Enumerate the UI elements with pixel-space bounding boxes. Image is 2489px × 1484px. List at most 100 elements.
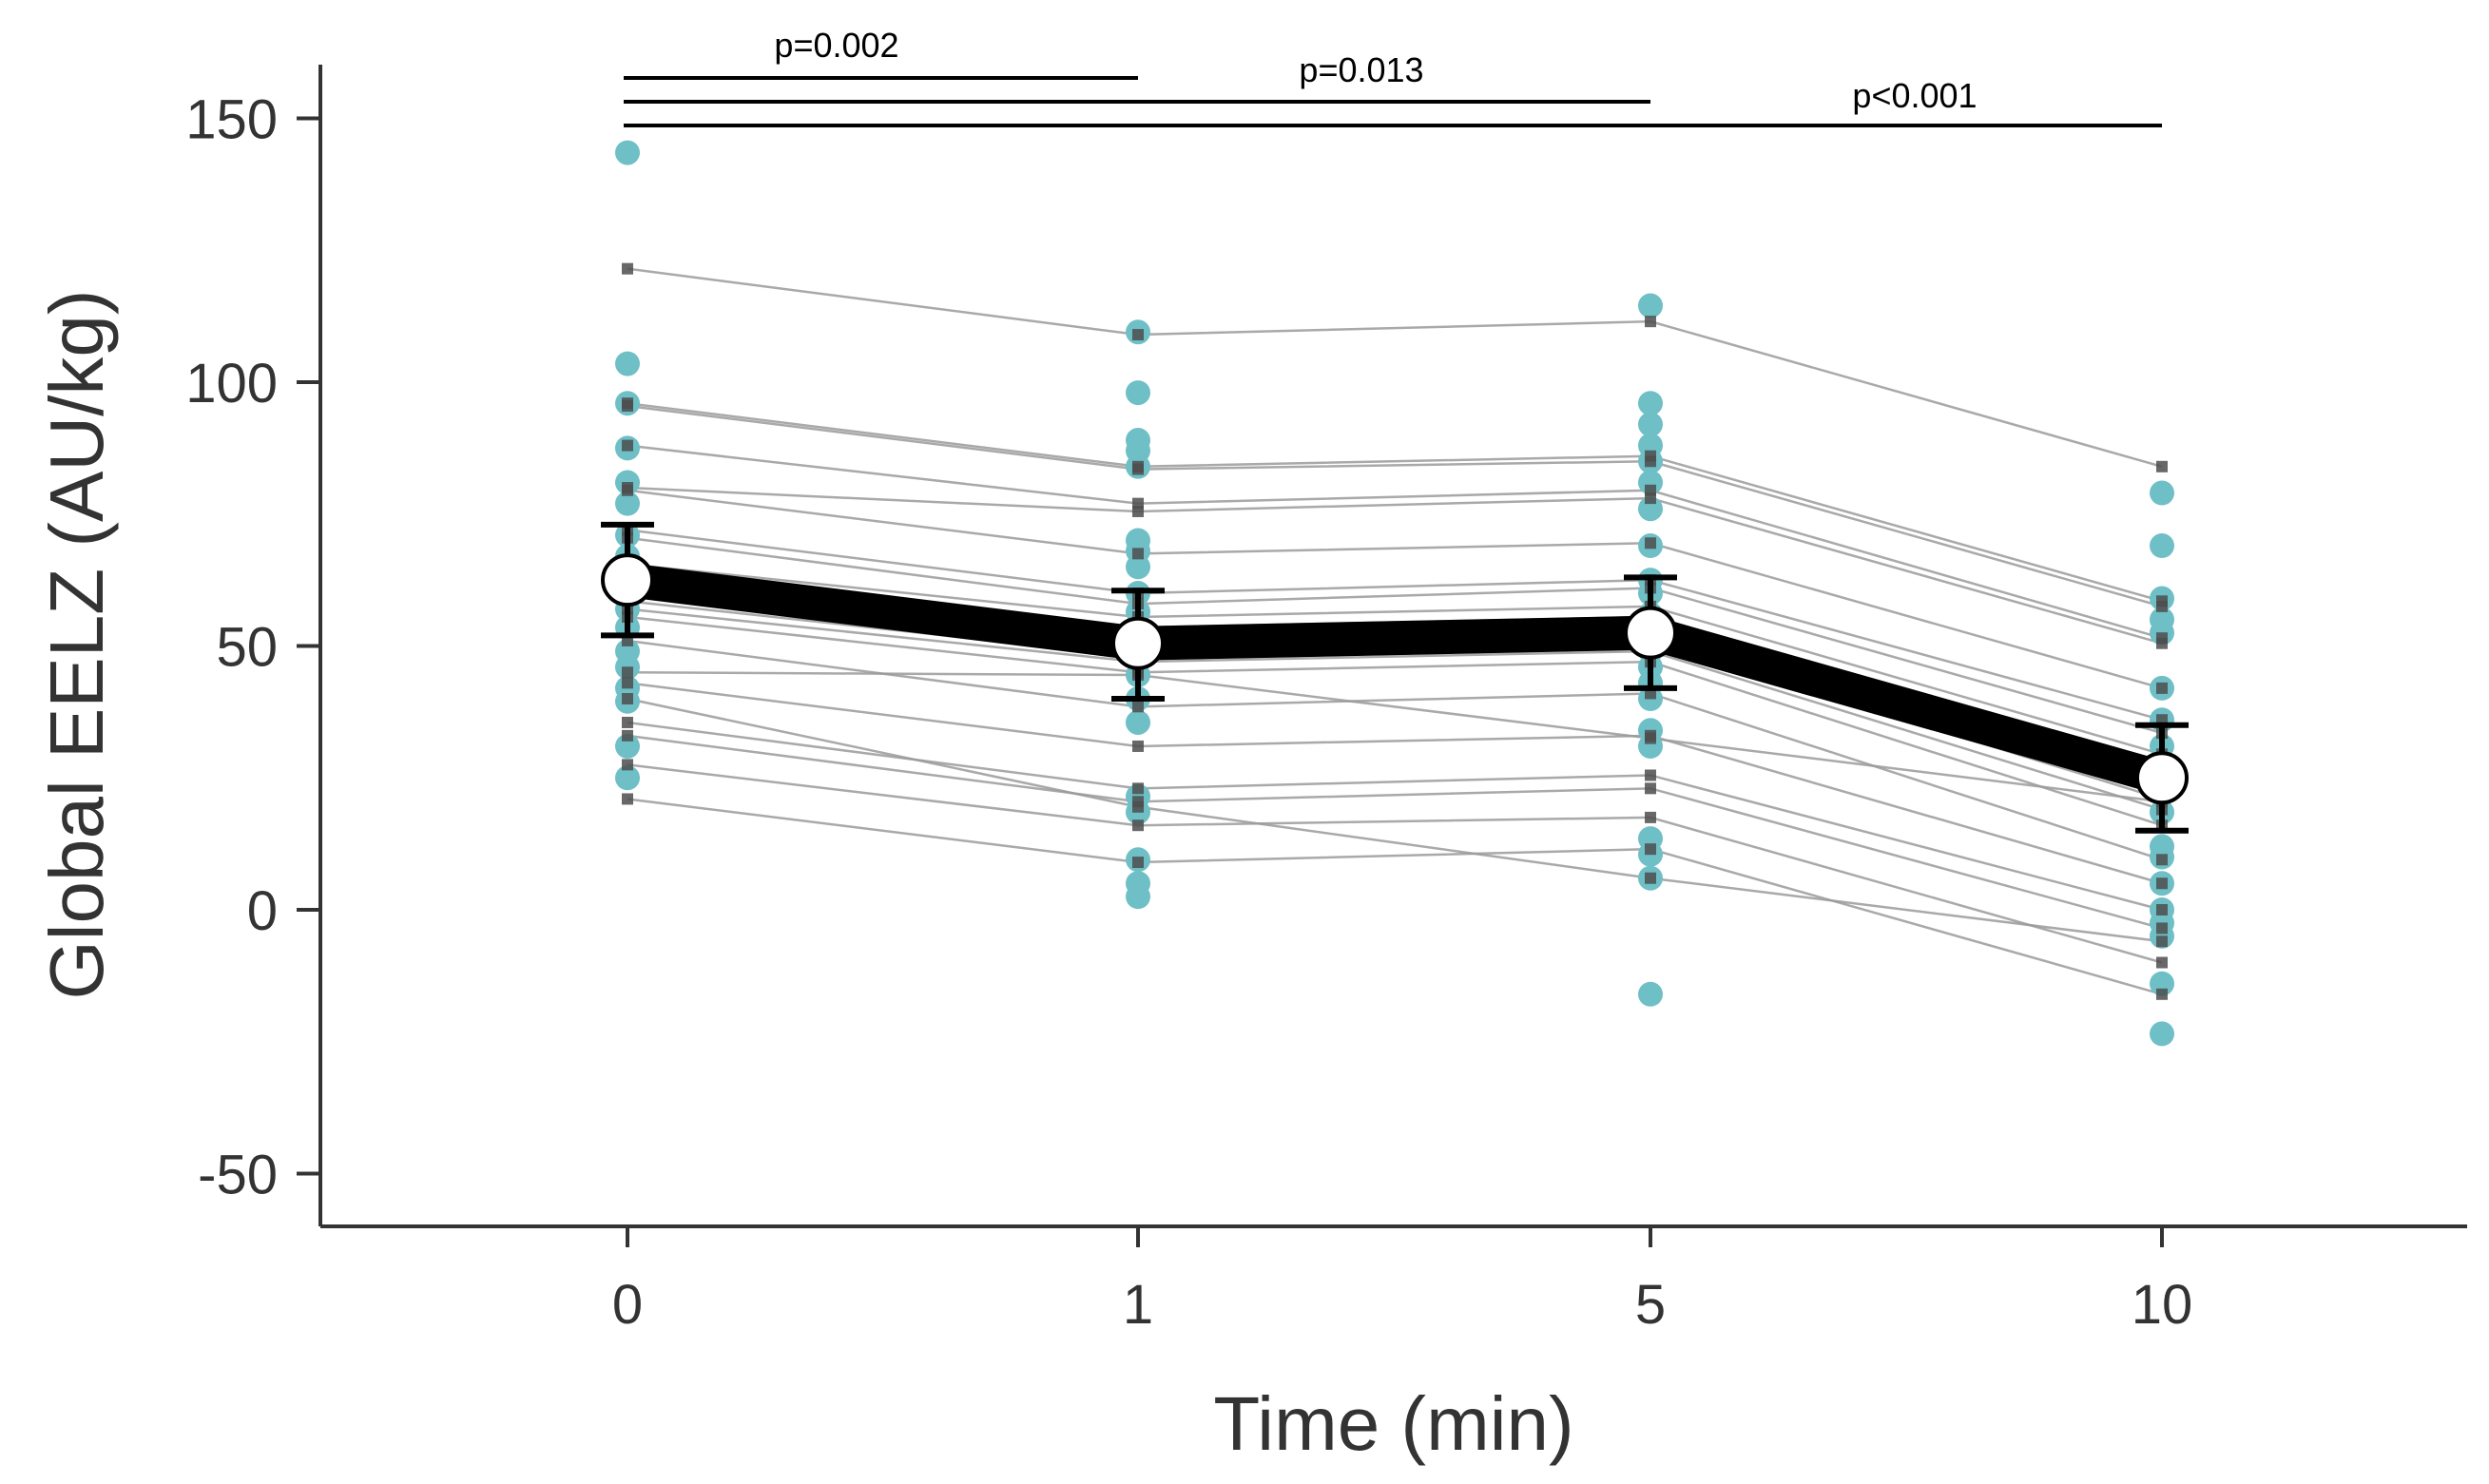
data-point	[2150, 533, 2174, 559]
subject-marker	[2156, 877, 2168, 890]
y-tick-label: -50	[198, 1145, 278, 1206]
data-point	[1126, 884, 1150, 910]
subject-marker	[622, 716, 633, 728]
subject-marker	[1645, 316, 1656, 328]
data-point	[1638, 470, 1663, 495]
subject-marker	[2156, 904, 2168, 915]
subject-line	[627, 721, 2163, 912]
subject-marker	[2156, 637, 2168, 649]
subject-marker	[1645, 872, 1656, 884]
subject-marker	[1645, 843, 1656, 856]
subject-line	[627, 489, 2163, 690]
subject-marker	[2156, 682, 2168, 694]
subject-marker	[622, 793, 633, 805]
subject-marker	[622, 262, 633, 275]
data-point	[615, 733, 640, 759]
data-point	[1638, 496, 1663, 522]
mean-marker	[601, 553, 654, 607]
y-axis-title: Global EELZ (AU/kg)	[34, 290, 119, 1000]
subject-line	[627, 563, 2163, 756]
mean-marker	[2135, 751, 2189, 805]
subject-line	[627, 401, 2163, 603]
data-point	[1126, 709, 1150, 735]
subject-marker	[1132, 740, 1144, 752]
x-tick-label: 10	[2132, 1274, 2193, 1336]
subject-marker	[1645, 492, 1656, 505]
data-point	[2150, 971, 2174, 996]
subject-marker	[1645, 811, 1656, 823]
data-point	[1638, 733, 1663, 759]
subject-line	[627, 444, 2163, 640]
subject-marker	[1132, 329, 1144, 341]
subject-marker	[1645, 769, 1656, 781]
data-point	[615, 351, 640, 376]
data-point	[1638, 391, 1663, 416]
ticks: 150 100 50 0 -50 0 1 5 10	[185, 89, 2192, 1337]
y-tick-label: 150	[185, 89, 278, 151]
significance-label: p<0.001	[1852, 76, 1977, 115]
mean-series	[601, 521, 2189, 834]
subject-marker	[1132, 857, 1144, 869]
subject-marker	[622, 666, 633, 679]
subject-marker	[1132, 505, 1144, 517]
subject-line	[627, 404, 2163, 608]
subject-marker	[1645, 782, 1656, 795]
subject-marker	[2156, 460, 2168, 472]
y-tick-label: 0	[247, 880, 278, 942]
subject-marker	[2156, 956, 2168, 969]
data-point	[1638, 412, 1663, 437]
subject-marker	[622, 399, 633, 412]
subject-marker	[2156, 988, 2168, 1000]
subject-line	[627, 798, 2163, 996]
data-point	[2150, 1021, 2174, 1047]
subject-marker	[1132, 463, 1144, 475]
y-tick-label: 50	[216, 617, 278, 679]
significance-brackets: p=0.002 p=0.013 p<0.001	[624, 26, 2162, 127]
mean-marker	[1111, 616, 1165, 670]
subject-line	[627, 486, 2163, 645]
subject-marker	[622, 693, 633, 704]
data-point	[2150, 480, 2174, 506]
subject-marker	[1645, 537, 1656, 549]
subject-marker	[622, 439, 633, 452]
y-tick-label: 100	[185, 353, 278, 414]
x-tick-label: 5	[1635, 1274, 1666, 1336]
data-point	[1638, 981, 1663, 1007]
subject-marker	[1132, 701, 1144, 713]
subject-line	[627, 763, 2163, 964]
subject-line	[627, 615, 2163, 827]
subject-line	[627, 682, 2163, 885]
subject-marker	[2156, 854, 2168, 866]
subject-line	[627, 697, 2163, 943]
x-tick-label: 1	[1123, 1274, 1153, 1336]
subject-marker	[2156, 600, 2168, 612]
subject-marker	[2156, 922, 2168, 935]
subject-marker	[1132, 800, 1144, 813]
subject-line	[627, 536, 2163, 735]
subject-marker	[1132, 819, 1144, 832]
subject-line	[627, 267, 2163, 469]
subject-marker	[2156, 935, 2168, 948]
subject-line	[627, 734, 2163, 930]
data-point	[615, 140, 640, 165]
data-point	[1126, 380, 1150, 406]
subject-marker	[622, 484, 633, 496]
significance-label: p=0.013	[1299, 50, 1423, 89]
subject-marker	[622, 729, 633, 742]
subject-marker	[1645, 455, 1656, 468]
mean-line	[625, 563, 2167, 795]
subject-marker	[1132, 548, 1144, 560]
x-axis-title: Time (min)	[1213, 1381, 1573, 1466]
subject-marker	[622, 759, 633, 771]
data-point	[615, 765, 640, 791]
subject-marker	[1132, 782, 1144, 795]
subject-line	[627, 529, 2163, 722]
subject-marker	[1645, 732, 1656, 744]
subject-line	[627, 607, 2163, 811]
mean-marker	[1624, 606, 1677, 660]
data-point	[1126, 554, 1150, 580]
data-point	[1638, 293, 1663, 318]
x-tick-label: 0	[612, 1274, 643, 1336]
